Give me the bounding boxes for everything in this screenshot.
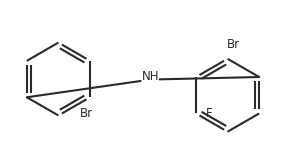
Text: Br: Br	[227, 38, 240, 51]
Text: Br: Br	[79, 107, 92, 120]
Text: NH: NH	[142, 70, 159, 83]
Text: F: F	[206, 107, 213, 120]
